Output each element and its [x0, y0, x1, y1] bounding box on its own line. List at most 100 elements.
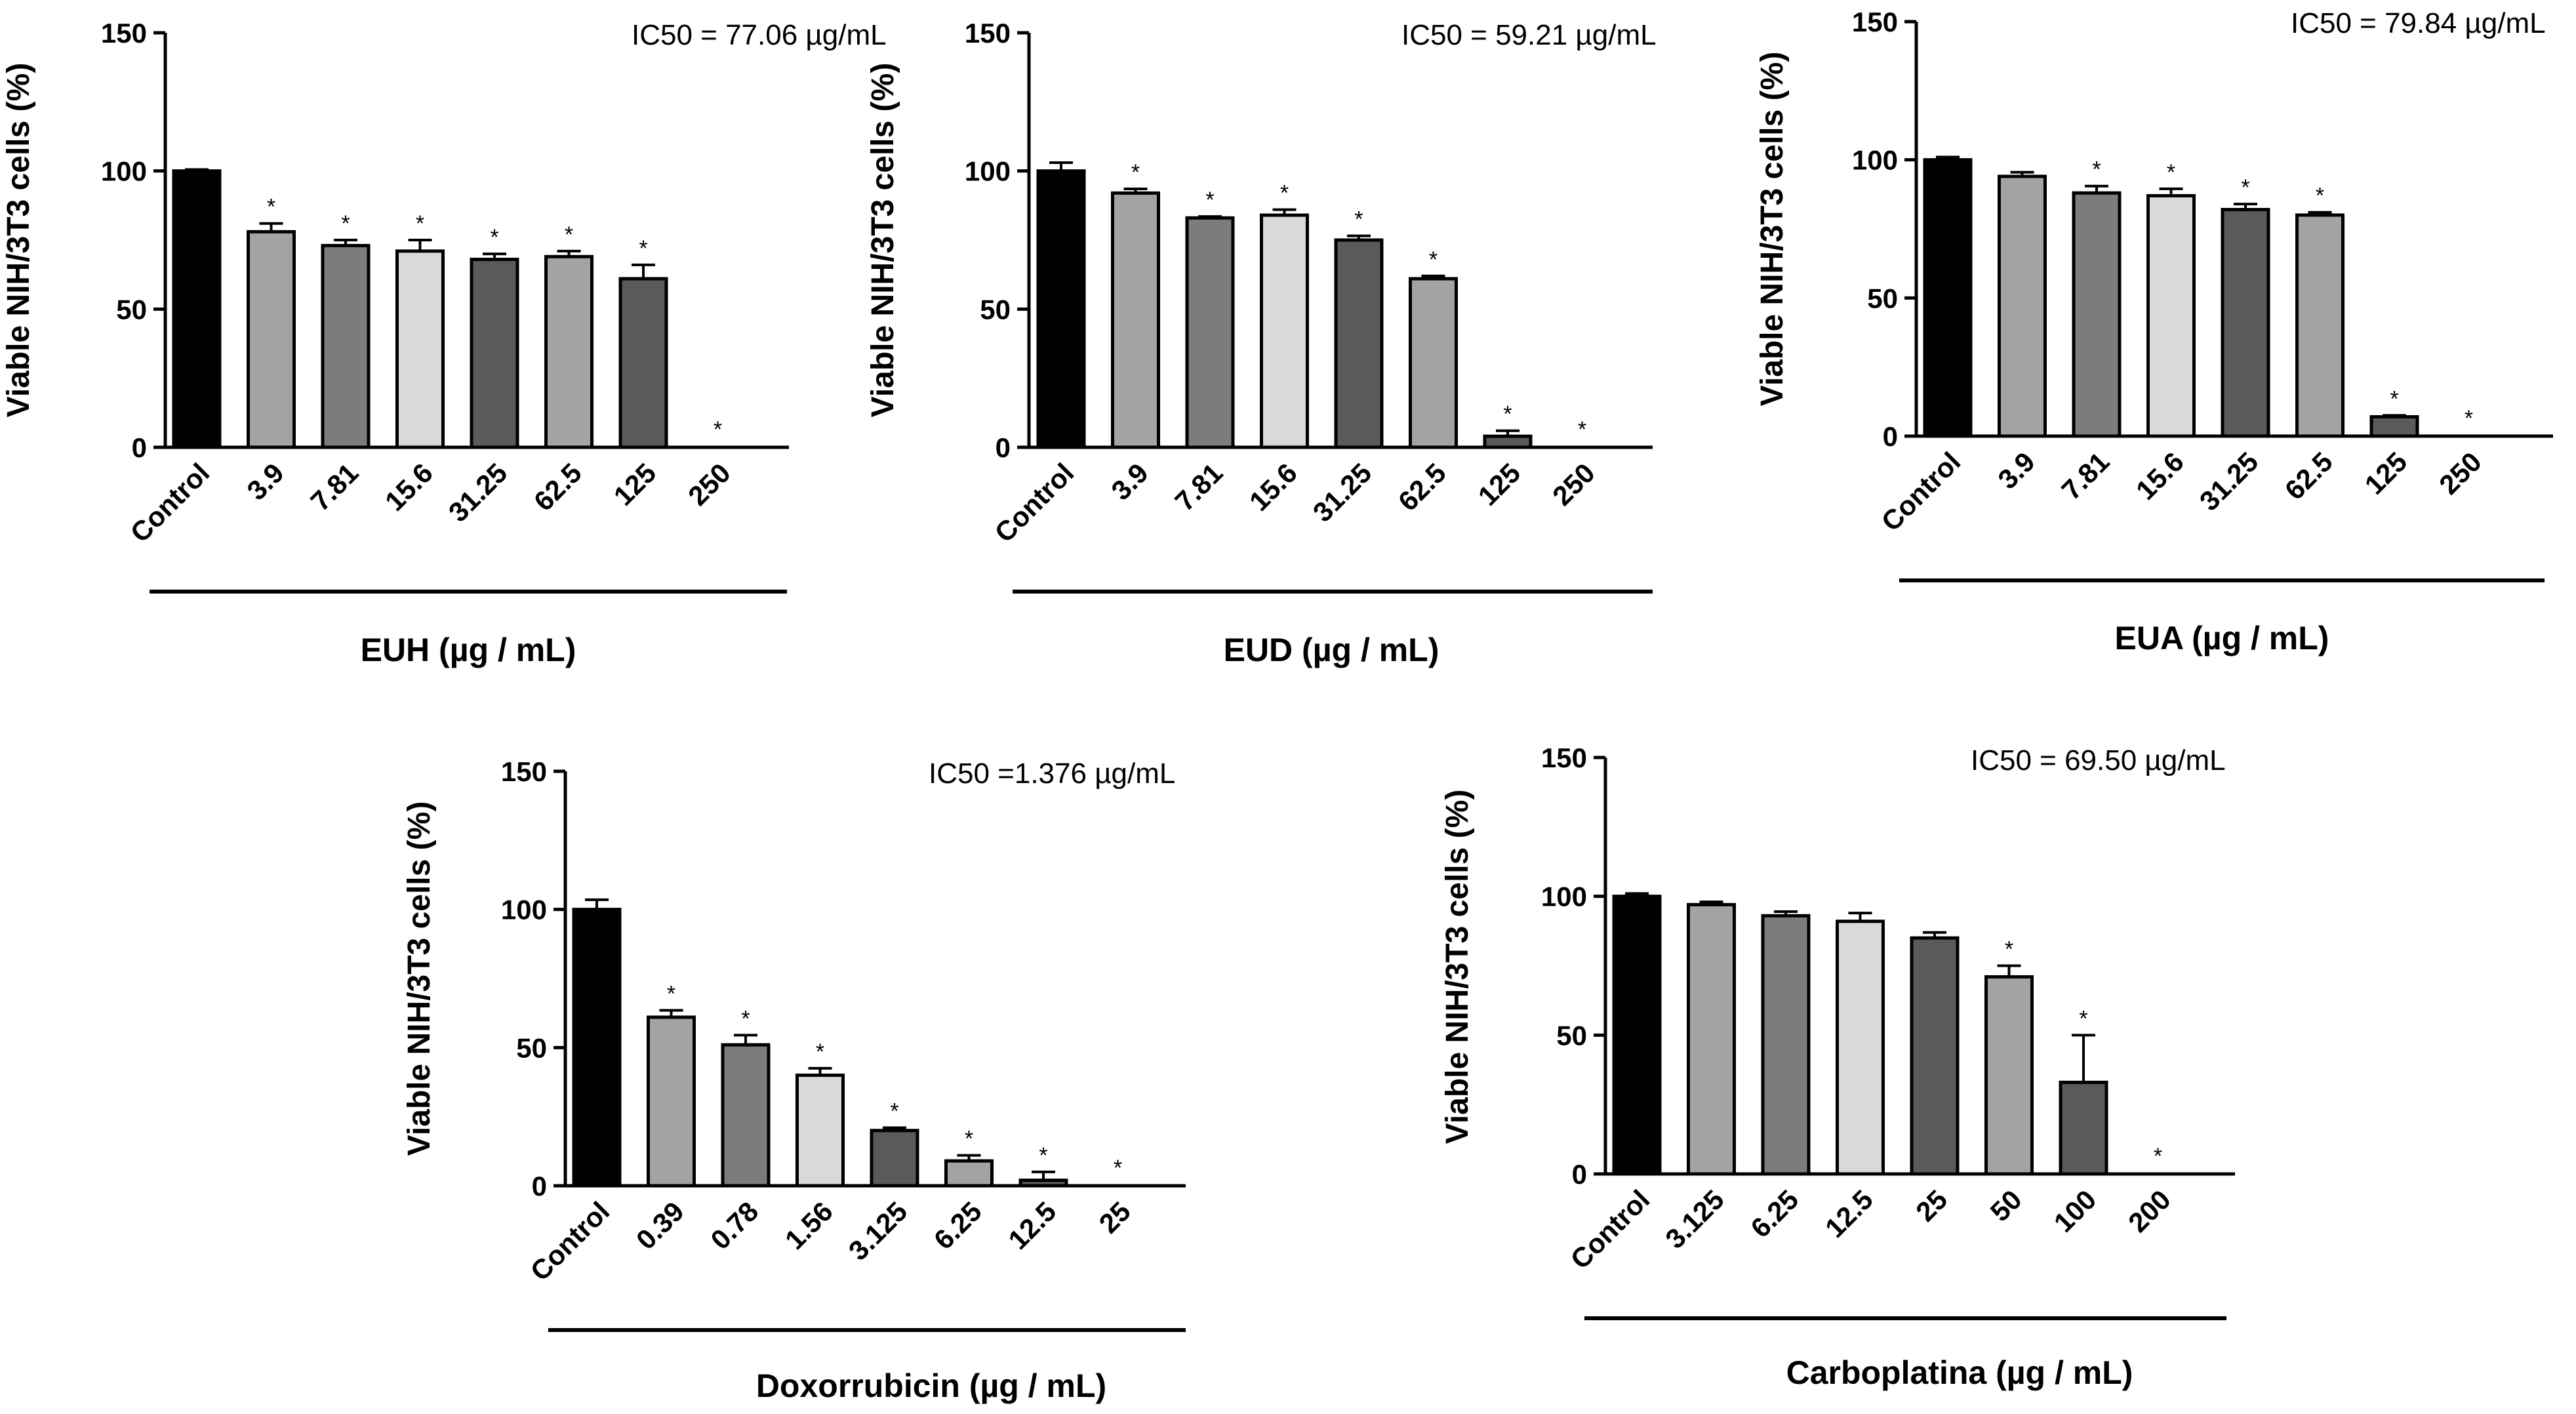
- y-tick-label: 50: [1556, 1020, 1587, 1051]
- significance-star: *: [1354, 207, 1363, 232]
- significance-star: *: [1429, 247, 1438, 272]
- significance-star: *: [2316, 184, 2324, 209]
- y-tick-label: 50: [516, 1032, 547, 1063]
- bar-7.81: [1185, 216, 1235, 449]
- bar-100: [2059, 1080, 2108, 1176]
- significance-star: *: [1280, 181, 1289, 206]
- bar-Control: [572, 908, 622, 1188]
- bar-62.5: [544, 254, 594, 449]
- y-tick-label: 0: [132, 432, 147, 463]
- significance-star: *: [2167, 160, 2175, 185]
- bar-3.9: [1111, 191, 1160, 449]
- significance-star: *: [2465, 406, 2473, 431]
- significance-star: *: [890, 1099, 898, 1124]
- y-tick-label: 50: [1867, 283, 1898, 313]
- significance-star: *: [416, 211, 424, 236]
- y-tick-label: 0: [1883, 421, 1898, 452]
- bar-125: [1483, 434, 1533, 449]
- significance-star: *: [2154, 1144, 2162, 1169]
- significance-star: *: [2390, 386, 2398, 411]
- bar-6.25: [1761, 914, 1811, 1176]
- bar-Control: [1612, 895, 1662, 1176]
- bar-6.25: [944, 1159, 994, 1188]
- y-tick-label: 0: [996, 432, 1011, 463]
- bar-15.6: [2146, 193, 2196, 438]
- significance-star: *: [1205, 188, 1214, 212]
- bar-3.125: [1687, 902, 1736, 1176]
- significance-star: *: [565, 222, 573, 247]
- y-axis-title: Viable NIH/3T3 cells (%): [1440, 790, 1475, 1144]
- significance-star: *: [267, 195, 275, 220]
- significance-star: *: [1114, 1156, 1122, 1181]
- significance-star: *: [1503, 402, 1512, 427]
- y-tick-label: 150: [1541, 742, 1587, 773]
- bar-31.25: [1334, 238, 1384, 449]
- bar-31.25: [470, 257, 519, 449]
- bar-15.6: [1260, 213, 1309, 449]
- bar-125: [618, 277, 668, 449]
- bar-50: [1984, 975, 2034, 1176]
- bar-31.25: [2221, 208, 2270, 438]
- significance-star: *: [1578, 417, 1586, 442]
- x-axis-title: Doxorrubicin (µg / mL): [756, 1367, 1106, 1404]
- chart-panel-1: 050100150Control*3.9*7.81*15.6*31.25*62.…: [1, 18, 887, 668]
- x-axis-title: EUA (µg / mL): [2115, 620, 2329, 656]
- significance-star: *: [741, 1006, 750, 1031]
- x-axis-title: EUD (µg / mL): [1224, 632, 1439, 668]
- ic50-annotation: IC50 =1.376 µg/mL: [929, 758, 1175, 790]
- bar-7.81: [2072, 191, 2122, 438]
- bar-3.9: [247, 230, 296, 449]
- bar-Control: [1923, 158, 1973, 438]
- bar-7.81: [321, 243, 371, 449]
- y-tick-label: 150: [101, 18, 147, 49]
- significance-star: *: [2092, 157, 2101, 182]
- bar-125: [2369, 415, 2419, 438]
- y-tick-label: 50: [980, 294, 1011, 325]
- y-tick-label: 100: [1852, 145, 1898, 176]
- significance-star: *: [667, 981, 675, 1006]
- ic50-annotation: IC50 = 59.21 µg/mL: [1401, 19, 1657, 51]
- significance-star: *: [816, 1040, 824, 1064]
- bar-62.5: [2295, 213, 2345, 438]
- y-tick-label: 150: [501, 756, 547, 787]
- y-tick-label: 100: [965, 156, 1011, 187]
- bar-Control: [1036, 169, 1086, 449]
- y-tick-label: 100: [501, 895, 547, 925]
- bar-12.5: [1018, 1179, 1068, 1188]
- y-tick-label: 50: [116, 294, 147, 325]
- significance-star: *: [965, 1127, 973, 1152]
- y-axis-title: Viable NIH/3T3 cells (%): [1, 63, 36, 418]
- bar-Control: [172, 169, 222, 449]
- y-axis-title: Viable NIH/3T3 cells (%): [402, 801, 437, 1156]
- y-axis-title: Viable NIH/3T3 cells (%): [866, 63, 900, 418]
- significance-star: *: [2241, 175, 2249, 200]
- y-tick-label: 0: [532, 1171, 547, 1202]
- significance-star: *: [639, 236, 647, 261]
- significance-star: *: [341, 211, 350, 236]
- x-axis-title: EUH (µg / mL): [361, 632, 576, 668]
- bar-1.56: [795, 1073, 845, 1188]
- ic50-annotation: IC50 = 69.50 µg/mL: [1971, 744, 2226, 777]
- bar-12.5: [1836, 919, 1885, 1176]
- y-tick-label: 0: [1572, 1159, 1587, 1190]
- y-axis-title: Viable NIH/3T3 cells (%): [1755, 52, 1790, 407]
- y-tick-label: 100: [1541, 881, 1587, 912]
- bar-3.9: [1998, 174, 2047, 438]
- bar-3.125: [870, 1129, 919, 1188]
- bar-0.78: [721, 1043, 771, 1188]
- significance-star: *: [714, 417, 722, 442]
- significance-star: *: [1039, 1143, 1047, 1168]
- x-axis-title: Carboplatina (µg / mL): [1786, 1354, 2133, 1391]
- bar-0.39: [647, 1015, 696, 1188]
- significance-star: *: [1131, 160, 1140, 185]
- bar-15.6: [395, 249, 445, 449]
- ic50-annotation: IC50 = 77.06 µg/mL: [632, 19, 887, 51]
- significance-star: *: [490, 225, 498, 250]
- y-tick-label: 150: [965, 18, 1011, 49]
- ic50-annotation: IC50 = 79.84 µg/mL: [2291, 7, 2546, 39]
- significance-star: *: [2005, 937, 2013, 962]
- bar-25: [1910, 936, 1960, 1176]
- significance-star: *: [2079, 1006, 2087, 1031]
